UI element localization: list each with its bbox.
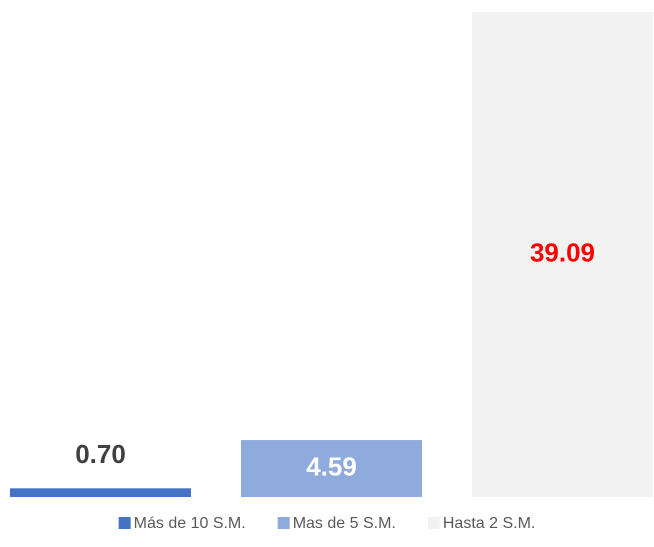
legend-label: Más de 10 S.M.	[134, 515, 246, 532]
legend-swatch	[118, 517, 131, 529]
legend-label: Mas de 5 S.M.	[293, 515, 396, 532]
legend-swatch	[427, 517, 440, 529]
legend-swatch	[277, 517, 290, 529]
bar	[10, 488, 191, 497]
legend-label: Hasta 2 S.M.	[443, 515, 535, 532]
bar	[241, 440, 422, 497]
data-label: 0.70	[75, 439, 126, 469]
bar	[472, 12, 653, 497]
data-label: 4.59	[306, 451, 357, 481]
data-label: 39.09	[530, 237, 595, 267]
